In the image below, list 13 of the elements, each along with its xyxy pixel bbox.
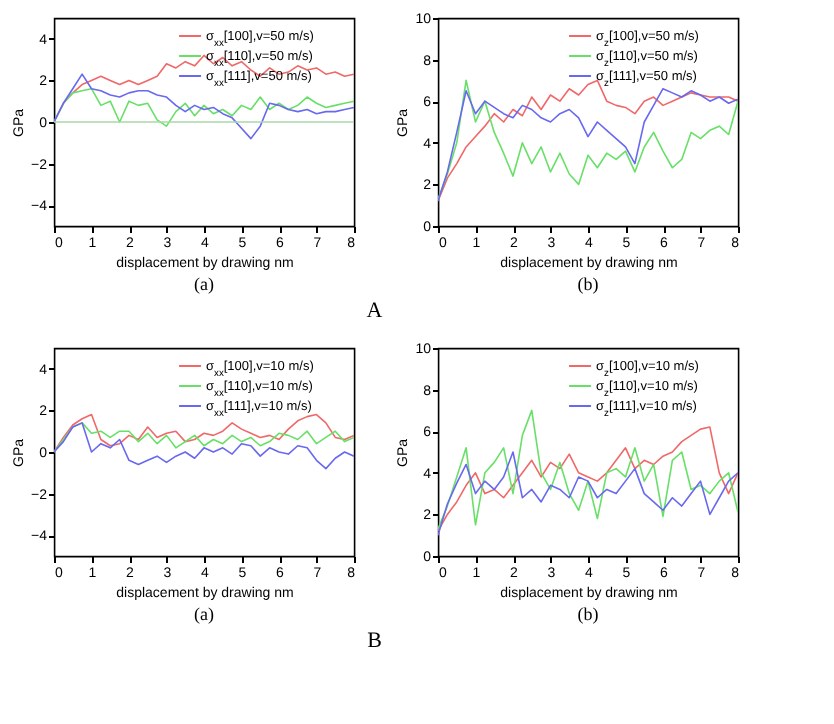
text: (b) xyxy=(577,604,599,624)
text: (a) xyxy=(194,604,214,624)
line-series xyxy=(54,422,354,453)
line-series xyxy=(54,422,354,470)
text: A xyxy=(366,298,383,323)
line-series xyxy=(438,451,738,536)
text: B xyxy=(367,628,382,653)
line-series xyxy=(54,73,354,140)
text: (b) xyxy=(577,274,599,294)
line-series xyxy=(438,426,738,532)
text: (a) xyxy=(194,274,214,294)
line-series xyxy=(438,409,738,530)
line-series xyxy=(54,413,354,453)
